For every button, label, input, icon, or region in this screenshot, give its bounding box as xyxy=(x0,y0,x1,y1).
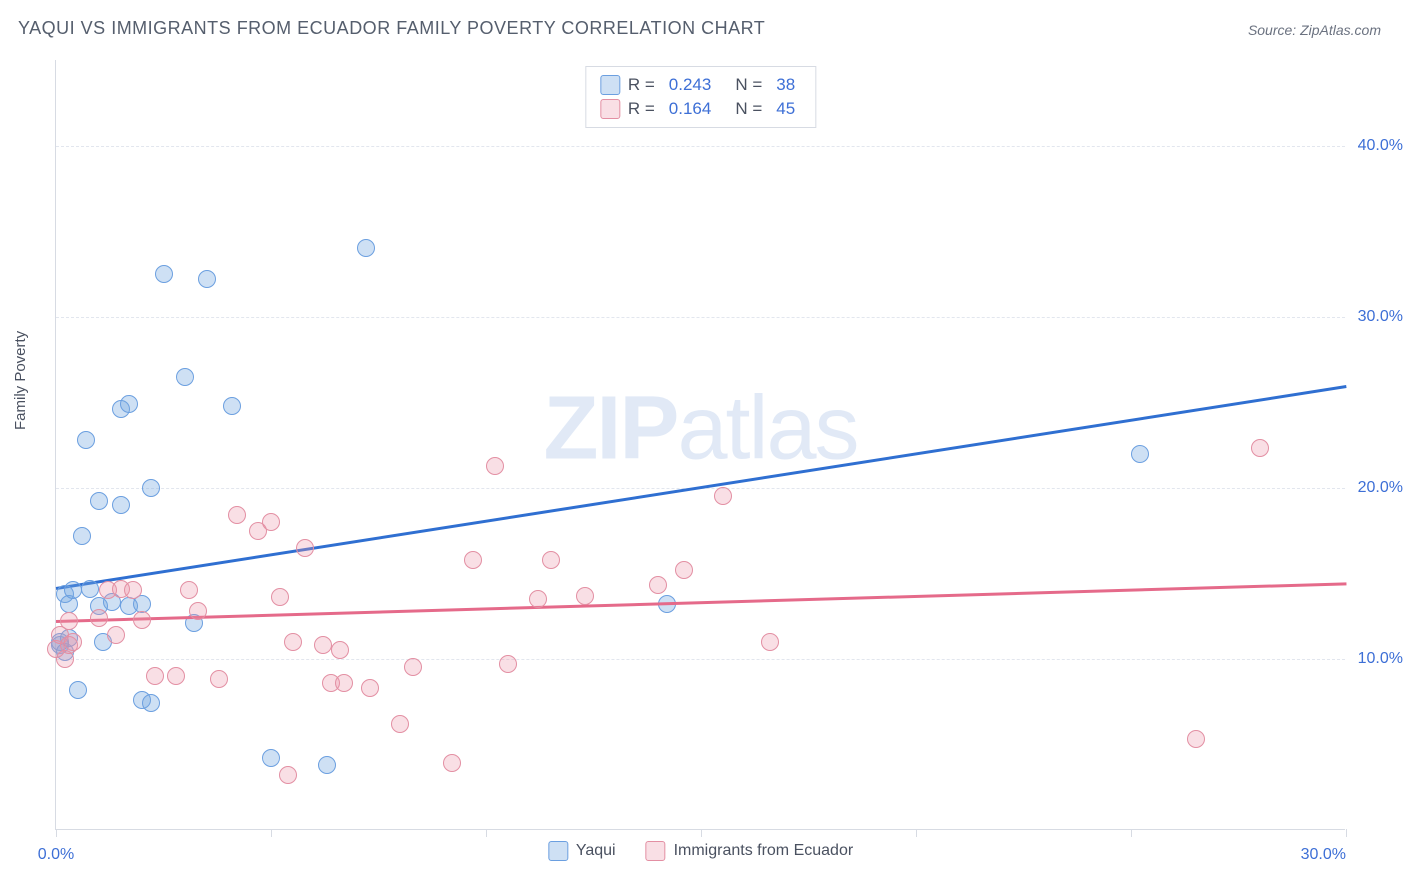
data-point xyxy=(542,551,560,569)
data-point xyxy=(228,506,246,524)
data-point xyxy=(60,612,78,630)
data-point xyxy=(761,633,779,651)
data-point xyxy=(262,513,280,531)
gridline-h xyxy=(56,317,1345,318)
data-point xyxy=(443,754,461,772)
data-point xyxy=(112,496,130,514)
x-tick xyxy=(1131,829,1132,837)
data-point xyxy=(223,397,241,415)
legend-swatch xyxy=(600,99,620,119)
r-label: R = xyxy=(628,75,655,95)
data-point xyxy=(176,368,194,386)
n-value: 45 xyxy=(776,99,795,119)
r-value: 0.243 xyxy=(669,75,712,95)
data-point xyxy=(714,487,732,505)
n-label: N = xyxy=(735,75,762,95)
legend-swatch xyxy=(548,841,568,861)
x-tick xyxy=(271,829,272,837)
data-point xyxy=(271,588,289,606)
x-tick xyxy=(1346,829,1347,837)
data-point xyxy=(464,551,482,569)
series-legend-item: Immigrants from Ecuador xyxy=(646,841,854,861)
stats-legend: R = 0.243 N = 38 R = 0.164 N = 45 xyxy=(585,66,816,128)
source-label: Source: ZipAtlas.com xyxy=(1248,22,1381,38)
data-point xyxy=(69,681,87,699)
gridline-h xyxy=(56,146,1345,147)
data-point xyxy=(142,479,160,497)
data-point xyxy=(296,539,314,557)
x-tick xyxy=(56,829,57,837)
n-value: 38 xyxy=(776,75,795,95)
data-point xyxy=(314,636,332,654)
data-point xyxy=(331,641,349,659)
r-value: 0.164 xyxy=(669,99,712,119)
data-point xyxy=(361,679,379,697)
chart-title: YAQUI VS IMMIGRANTS FROM ECUADOR FAMILY … xyxy=(18,18,765,39)
data-point xyxy=(318,756,336,774)
watermark-atlas: atlas xyxy=(677,379,857,479)
x-tick xyxy=(916,829,917,837)
series-name: Yaqui xyxy=(576,842,616,860)
data-point xyxy=(146,667,164,685)
watermark-zip: ZIP xyxy=(543,379,677,479)
data-point xyxy=(576,587,594,605)
data-point xyxy=(391,715,409,733)
data-point xyxy=(198,270,216,288)
data-point xyxy=(1131,445,1149,463)
data-point xyxy=(262,749,280,767)
stats-legend-row: R = 0.243 N = 38 xyxy=(600,73,801,97)
x-tick-label: 0.0% xyxy=(38,846,74,864)
y-tick-label: 40.0% xyxy=(1358,137,1403,155)
stats-legend-row: R = 0.164 N = 45 xyxy=(600,97,801,121)
data-point xyxy=(124,581,142,599)
data-point xyxy=(64,581,82,599)
data-point xyxy=(81,580,99,598)
data-point xyxy=(279,766,297,784)
series-legend-item: Yaqui xyxy=(548,841,616,861)
data-point xyxy=(1187,730,1205,748)
y-tick-label: 30.0% xyxy=(1358,308,1403,326)
data-point xyxy=(167,667,185,685)
data-point xyxy=(90,492,108,510)
data-point xyxy=(284,633,302,651)
data-point xyxy=(142,694,160,712)
series-legend: Yaqui Immigrants from Ecuador xyxy=(548,841,853,861)
chart-plot-area: ZIPatlas R =0.243N =38R =0.164N =45 Yaqu… xyxy=(55,60,1345,830)
y-axis-label: Family Poverty xyxy=(12,331,29,430)
data-point xyxy=(210,670,228,688)
data-point xyxy=(675,561,693,579)
data-point xyxy=(499,655,517,673)
data-point xyxy=(155,265,173,283)
data-point xyxy=(107,626,125,644)
x-tick xyxy=(701,829,702,837)
data-point xyxy=(73,527,91,545)
watermark: ZIPatlas xyxy=(543,378,857,481)
data-point xyxy=(180,581,198,599)
data-point xyxy=(1251,439,1269,457)
data-point xyxy=(404,658,422,676)
data-point xyxy=(90,609,108,627)
y-tick-label: 20.0% xyxy=(1358,479,1403,497)
r-label: R = xyxy=(628,99,655,119)
series-name: Immigrants from Ecuador xyxy=(674,842,854,860)
trend-line xyxy=(56,582,1346,622)
n-label: N = xyxy=(735,99,762,119)
data-point xyxy=(649,576,667,594)
data-point xyxy=(133,611,151,629)
data-point xyxy=(120,395,138,413)
data-point xyxy=(77,431,95,449)
data-point xyxy=(529,590,547,608)
data-point xyxy=(335,674,353,692)
x-tick-label: 30.0% xyxy=(1301,846,1346,864)
legend-swatch xyxy=(600,75,620,95)
data-point xyxy=(189,602,207,620)
data-point xyxy=(357,239,375,257)
gridline-h xyxy=(56,659,1345,660)
data-point xyxy=(486,457,504,475)
legend-swatch xyxy=(646,841,666,861)
y-tick-label: 10.0% xyxy=(1358,650,1403,668)
data-point xyxy=(64,633,82,651)
x-tick xyxy=(486,829,487,837)
